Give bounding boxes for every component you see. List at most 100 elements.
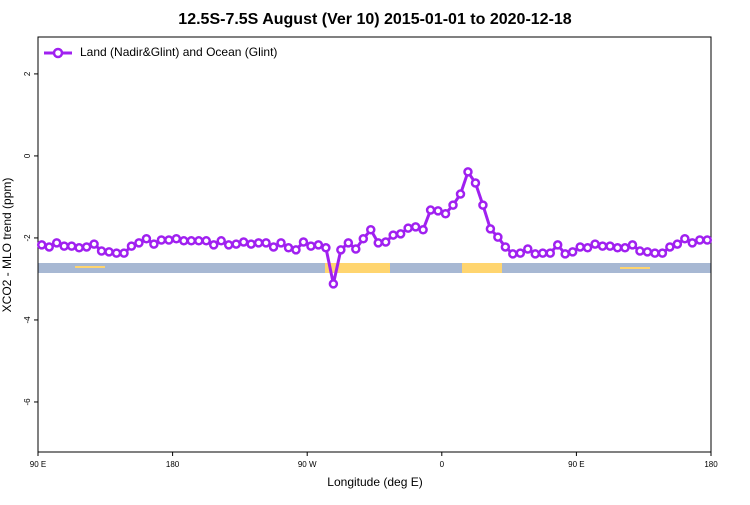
data-point — [515, 248, 526, 258]
data-point — [126, 241, 137, 251]
data-point — [440, 208, 451, 219]
data-point — [687, 238, 698, 248]
y-axis-label: XCO2 - MLO trend (ppm) — [0, 178, 14, 313]
data-point — [493, 232, 503, 242]
data-point — [238, 237, 249, 247]
data-point — [231, 239, 241, 249]
data-point — [448, 200, 458, 210]
data-point — [388, 230, 398, 240]
data-point — [111, 248, 122, 258]
x-tick-label: 90 W — [298, 460, 317, 469]
data-point — [418, 224, 428, 235]
data-point — [552, 240, 563, 250]
data-point — [336, 245, 346, 255]
data-point — [246, 239, 256, 249]
y-tick-label: 2 — [23, 71, 32, 76]
data-point — [575, 242, 585, 252]
data-point — [545, 248, 555, 258]
legend-marker — [52, 47, 64, 59]
data-point — [216, 236, 226, 246]
data-point — [81, 242, 92, 252]
data-point — [321, 243, 331, 253]
data-point — [463, 167, 473, 177]
data-point — [455, 189, 466, 199]
data-point — [620, 243, 630, 253]
data-point — [283, 243, 294, 253]
data-point — [134, 238, 144, 248]
data-point — [276, 238, 286, 248]
data-point — [268, 242, 279, 252]
data-point — [298, 237, 309, 247]
data-point — [538, 248, 548, 258]
data-point — [680, 234, 690, 244]
y-tick-label: -4 — [23, 316, 32, 324]
data-point — [642, 247, 653, 257]
y-tick-label: -2 — [23, 234, 32, 242]
data-point — [141, 234, 152, 244]
data-point — [201, 236, 211, 246]
x-tick-label: 90 E — [30, 460, 46, 469]
data-point — [650, 248, 660, 258]
data-point — [635, 246, 645, 256]
data-point — [351, 244, 361, 254]
data-point — [74, 243, 84, 253]
data-point — [104, 247, 114, 257]
data-point — [171, 234, 182, 244]
data-point — [313, 240, 324, 250]
x-tick-label: 180 — [704, 460, 718, 469]
data-point — [51, 238, 62, 248]
data-point — [605, 241, 615, 251]
land-ocean-strip — [38, 263, 711, 273]
data-point — [36, 240, 47, 250]
data-point — [485, 224, 496, 234]
data-point — [665, 242, 675, 252]
data-point — [119, 248, 129, 258]
data-point — [156, 235, 167, 245]
data-point — [567, 247, 578, 257]
data-point — [261, 238, 271, 248]
data-point — [380, 237, 391, 247]
data-point — [59, 241, 69, 251]
data-point — [373, 238, 383, 248]
data-point — [179, 236, 189, 246]
data-point — [366, 224, 376, 235]
data-point — [590, 239, 600, 249]
data-point — [508, 249, 518, 259]
data-point — [164, 235, 174, 245]
data-point — [470, 178, 481, 188]
data-point — [523, 244, 533, 254]
data-point — [530, 249, 541, 259]
data-point — [253, 238, 264, 248]
data-point — [89, 239, 99, 249]
y-tick-label: 0 — [23, 153, 32, 158]
x-tick-label: 0 — [440, 460, 445, 469]
data-point — [44, 242, 54, 252]
data-point — [223, 240, 234, 250]
data-point — [702, 235, 713, 245]
data-point — [291, 245, 301, 255]
data-point — [657, 248, 668, 258]
data-point — [96, 246, 107, 256]
data-point — [500, 242, 511, 252]
data-point — [672, 239, 683, 249]
data-point — [358, 234, 369, 244]
data-point — [328, 279, 339, 289]
x-tick-label: 180 — [166, 460, 180, 469]
data-point — [149, 239, 159, 249]
data-point — [66, 241, 77, 251]
data-point — [343, 238, 354, 248]
data-point — [478, 200, 488, 210]
data-point — [403, 223, 413, 233]
legend-label: Land (Nadir&Glint) and Ocean (Glint) — [80, 45, 277, 59]
chart-title: 12.5S-7.5S August (Ver 10) 2015-01-01 to… — [178, 11, 571, 28]
data-point — [194, 236, 204, 246]
data-point — [627, 240, 638, 250]
y-tick-label: -6 — [23, 398, 32, 406]
data-point — [560, 249, 570, 259]
data-point — [597, 241, 608, 251]
data-point — [612, 243, 623, 253]
data-point — [306, 241, 316, 251]
data-point — [208, 240, 219, 250]
data-point — [582, 243, 593, 253]
